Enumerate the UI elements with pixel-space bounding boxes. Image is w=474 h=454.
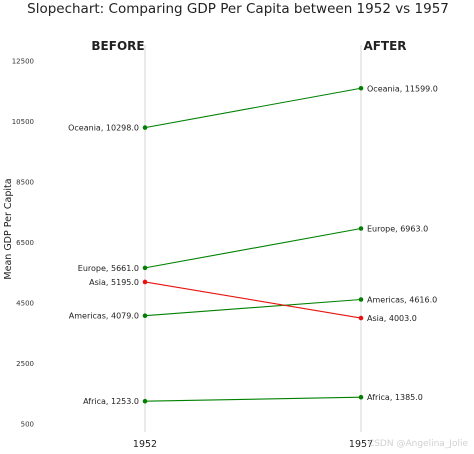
before-header: BEFORE [91,39,144,53]
y-tick-label: 4500 [16,300,34,308]
series-layer: Africa, 1253.0 Africa, 1385.0 Americas, 40… [68,84,438,406]
slope-line-europe [144,227,362,269]
slope-line-africa [144,396,362,402]
point-1952-oceania [142,125,148,130]
y-tick-label: 12500 [12,58,34,66]
y-tick-label: 2500 [16,360,34,368]
y-tick-label: 6500 [16,239,34,247]
point-1952-americas [142,313,148,319]
label-1952-americas: Americas, 4079.0 [69,312,139,321]
label-1957-asia: Asia, 4003.0 [367,314,417,323]
chart-title: Slopechart: Comparing GDP Per Capita bet… [27,1,449,17]
slope-line-asia [144,281,362,319]
y-axis-label: Mean GDP Per Capita [3,178,14,279]
label-1952-asia: Asia, 5195.0 [89,278,139,287]
y-tick-label: 10500 [12,118,34,126]
point-1957-asia [358,315,364,321]
after-header: AFTER [363,39,406,53]
x-tick-1952: 1952 [133,439,157,450]
watermark: CSDN @Angelina_Jolie [368,439,469,449]
y-tick-label: 500 [21,421,34,429]
x-tick-1957: 1957 [349,439,373,450]
point-1952-europe [142,265,148,271]
point-1957-europe [358,226,364,231]
slope-line-americas [144,298,362,317]
y-axis-ticks: 500 2500 4500 6500 8500 10500 12500 [12,58,34,429]
label-1952-africa: Africa, 1253.0 [83,397,139,406]
label-1957-oceania: Oceania, 11599.0 [367,84,438,93]
slope-line-oceania [144,87,362,129]
y-tick-label: 8500 [16,179,34,187]
label-1957-europe: Europe, 6963.0 [367,224,428,233]
point-1957-americas [358,297,364,302]
point-1957-oceania [358,85,364,91]
label-1957-americas: Americas, 4616.0 [367,295,437,304]
point-1952-africa [142,398,148,404]
label-1952-oceania: Oceania, 10298.0 [68,124,139,133]
label-1957-africa: Africa, 1385.0 [367,393,423,402]
label-1952-europe: Europe, 5661.0 [78,264,139,273]
point-1952-asia [142,279,148,285]
point-1957-africa [358,394,364,400]
